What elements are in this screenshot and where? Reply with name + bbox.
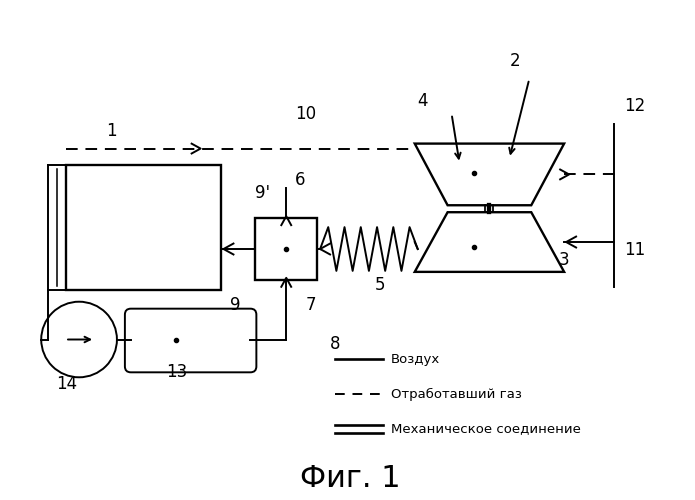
Text: 3: 3 xyxy=(559,251,570,269)
Text: Отработавший газ: Отработавший газ xyxy=(391,388,522,400)
Text: 11: 11 xyxy=(624,241,645,259)
Text: 5: 5 xyxy=(375,276,386,294)
Text: 4: 4 xyxy=(418,92,428,110)
Text: Механическое соединение: Механическое соединение xyxy=(391,422,581,436)
Text: 12: 12 xyxy=(624,97,645,115)
Bar xyxy=(255,218,317,280)
Text: 8: 8 xyxy=(330,336,341,353)
Text: Фиг. 1: Фиг. 1 xyxy=(300,464,400,493)
Text: 10: 10 xyxy=(295,104,316,122)
Text: 14: 14 xyxy=(56,375,77,393)
Text: Воздух: Воздух xyxy=(391,353,440,366)
Text: 9: 9 xyxy=(231,296,241,314)
Text: 13: 13 xyxy=(165,364,187,382)
Text: 1: 1 xyxy=(106,122,117,140)
Text: 7: 7 xyxy=(305,296,316,314)
Text: 9': 9' xyxy=(255,184,270,202)
Text: 2: 2 xyxy=(509,52,520,70)
Bar xyxy=(66,166,220,290)
Text: 6: 6 xyxy=(295,172,306,190)
